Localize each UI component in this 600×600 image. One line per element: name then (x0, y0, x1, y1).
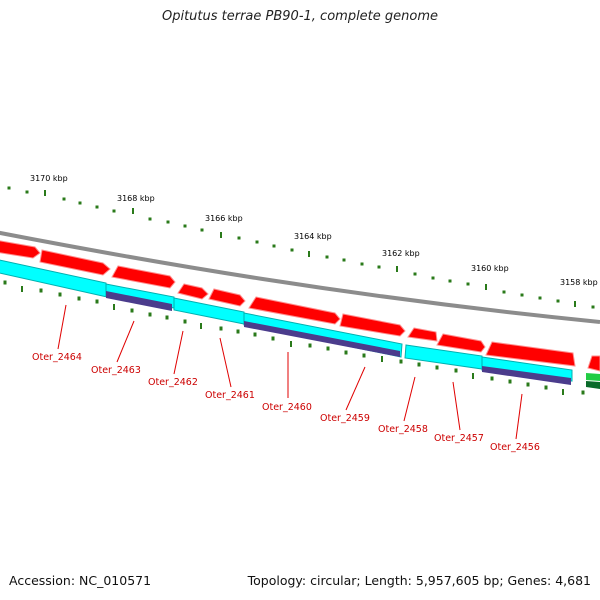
gene-leader-line (515, 393, 523, 440)
blast-feature (244, 321, 400, 357)
gene-labels: Oter_2464 Oter_2463 Oter_2462 Oter_2461 … (32, 352, 540, 453)
gene-label: Oter_2460 (262, 402, 312, 413)
cds-feature (0, 240, 41, 259)
kbp-label: 3162 kbp (382, 249, 420, 258)
inner-minor-ticks (3, 280, 585, 395)
blast-feature (106, 291, 172, 311)
gene-leader-line (116, 320, 135, 363)
cds-feature (248, 296, 341, 325)
genome-title: Opitutus terrae PB90-1, complete genome (161, 9, 439, 24)
genome-summary: Topology: circular; Length: 5,957,605 bp… (247, 573, 591, 588)
gene-leader-line (173, 330, 184, 375)
gene-label: Oter_2456 (490, 442, 540, 453)
kbp-label: 3166 kbp (205, 214, 243, 223)
cds-feature (587, 355, 600, 372)
cds-feature (111, 265, 176, 289)
gene-leader-line (219, 337, 232, 388)
rna-feature (481, 356, 573, 382)
cds-feature (208, 288, 246, 307)
genome-backbone (0, 230, 600, 324)
gene-label: Oter_2463 (91, 365, 141, 376)
gene-label: Oter_2457 (434, 433, 484, 444)
gene-label: Oter_2459 (320, 413, 370, 424)
cds-feature (407, 327, 438, 342)
kbp-minor-ticks (7, 186, 595, 309)
cds-feature (177, 283, 209, 300)
gene-label: Oter_2458 (378, 424, 428, 435)
gene-leader-lines (57, 304, 523, 440)
blast-feature (482, 366, 571, 385)
kbp-label: 3158 kbp (560, 278, 598, 287)
accession-label: Accession: NC_010571 (9, 573, 152, 588)
cds-feature (436, 333, 486, 353)
gene-leader-line (403, 376, 416, 422)
blast-track (106, 291, 571, 385)
green-feature (586, 373, 600, 381)
gene-leader-line (345, 366, 366, 411)
gene-leader-line (452, 381, 461, 431)
gene-label: Oter_2461 (205, 390, 255, 401)
kbp-label: 3160 kbp (471, 264, 509, 273)
kbp-ticks (7, 186, 595, 309)
gene-leader-line (57, 304, 67, 350)
green-feature (586, 381, 600, 389)
cds-feature (485, 341, 576, 367)
kbp-label: 3164 kbp (294, 232, 332, 241)
cds-feature (339, 313, 406, 337)
kbp-label: 3168 kbp (117, 194, 155, 203)
gene-label: Oter_2464 (32, 352, 82, 363)
kbp-labels: 3170 kbp 3168 kbp 3166 kbp 3164 kbp 3162… (30, 174, 598, 287)
kbp-label: 3170 kbp (30, 174, 68, 183)
cds-track (0, 240, 600, 372)
rna-track (0, 259, 573, 382)
cds-feature (39, 249, 111, 276)
inner-ticks (3, 280, 585, 395)
gene-label: Oter_2462 (148, 377, 198, 388)
